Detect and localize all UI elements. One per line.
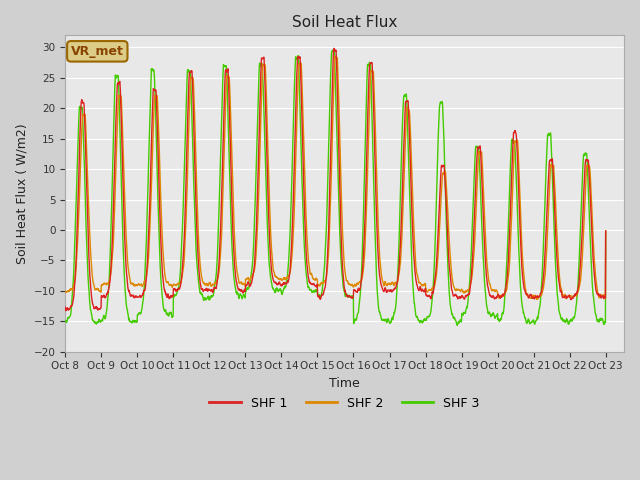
X-axis label: Time: Time (329, 377, 360, 390)
Title: Soil Heat Flux: Soil Heat Flux (292, 15, 397, 30)
Y-axis label: Soil Heat Flux ( W/m2): Soil Heat Flux ( W/m2) (15, 123, 28, 264)
Text: VR_met: VR_met (71, 45, 124, 58)
Legend: SHF 1, SHF 2, SHF 3: SHF 1, SHF 2, SHF 3 (204, 392, 484, 415)
